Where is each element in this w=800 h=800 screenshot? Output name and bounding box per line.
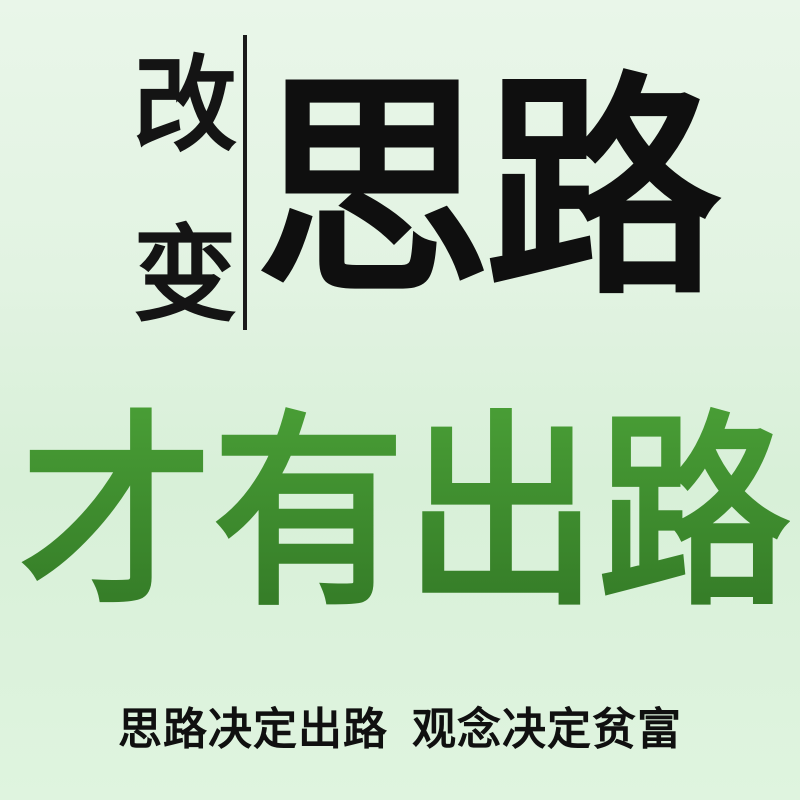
big-char-si: 思 <box>255 52 491 327</box>
small-vertical-text: 改 变 <box>130 40 240 340</box>
green-headline: 才 有 出 路 <box>20 350 790 680</box>
big-char-lu: 路 <box>485 52 721 327</box>
slogan-right: 观念决定贫富 <box>412 704 682 755</box>
green-char-you: 有 <box>213 342 405 688</box>
green-char-cai: 才 <box>20 342 212 688</box>
green-char-chu: 出 <box>405 342 597 688</box>
vertical-divider <box>243 35 247 330</box>
slogan-line: 思路决定出路 观念决定贫富 <box>90 700 710 760</box>
slogan-left: 思路决定出路 <box>118 704 388 755</box>
main-black-headline: 思 路 <box>255 10 721 370</box>
green-char-lu: 路 <box>598 342 790 688</box>
small-char-bian: 变 <box>132 214 237 336</box>
small-char-gai: 改 <box>132 44 237 166</box>
